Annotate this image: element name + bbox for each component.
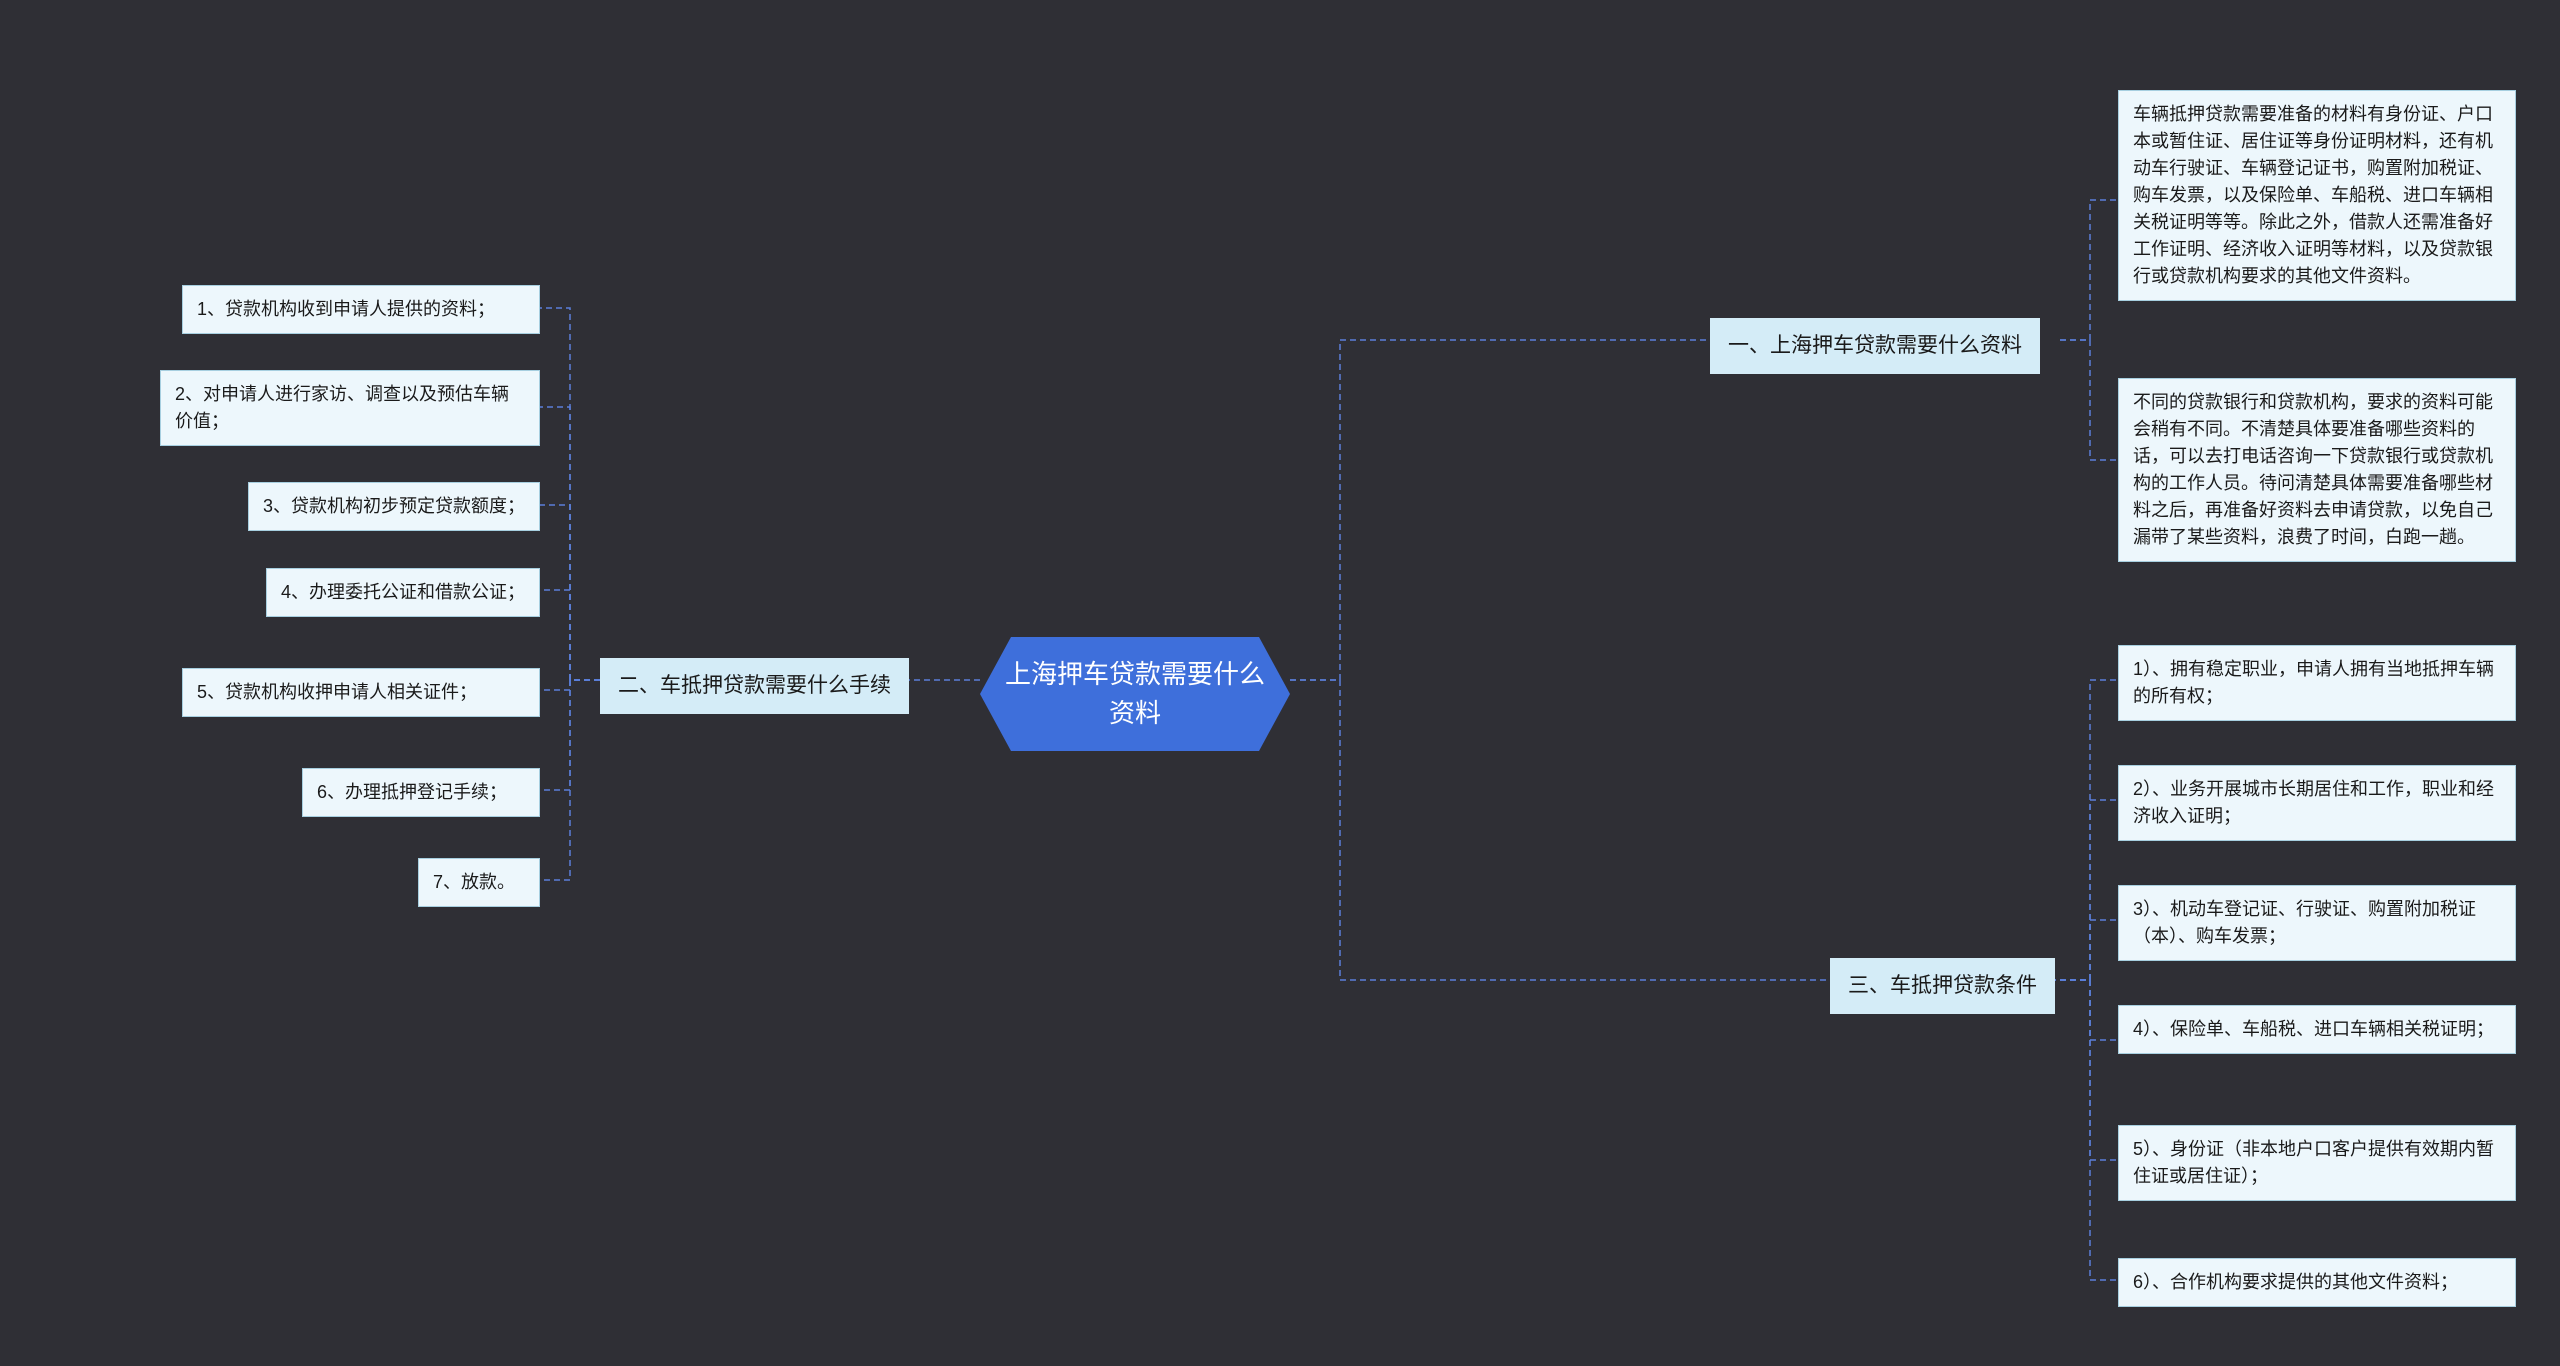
right2-leaf-1: 1）、拥有稳定职业，申请人拥有当地抵押车辆的所有权； bbox=[2118, 645, 2516, 721]
right2-leaf-6: 6）、合作机构要求提供的其他文件资料； bbox=[2118, 1258, 2516, 1307]
left-branch-title: 二、车抵押贷款需要什么手续 bbox=[600, 658, 909, 714]
left-leaf-6: 6、办理抵押登记手续； bbox=[302, 768, 540, 817]
central-text: 上海押车贷款需要什么资料 bbox=[1005, 659, 1265, 728]
left-leaf-4: 4、办理委托公证和借款公证； bbox=[266, 568, 540, 617]
right2-leaf-2: 2）、业务开展城市长期居住和工作，职业和经济收入证明； bbox=[2118, 765, 2516, 841]
right2-leaf-3: 3）、机动车登记证、行驶证、购置附加税证（本）、购车发票； bbox=[2118, 885, 2516, 961]
left-leaf-3: 3、贷款机构初步预定贷款额度； bbox=[248, 482, 540, 531]
right-branch-2-title: 三、车抵押贷款条件 bbox=[1830, 958, 2055, 1014]
right1-leaf-1: 车辆抵押贷款需要准备的材料有身份证、户口本或暂住证、居住证等身份证明材料，还有机… bbox=[2118, 90, 2516, 301]
left-leaf-7: 7、放款。 bbox=[418, 858, 540, 907]
central-node: 上海押车贷款需要什么资料 bbox=[980, 637, 1290, 751]
right2-leaf-4: 4）、保险单、车船税、进口车辆相关税证明； bbox=[2118, 1005, 2516, 1054]
left-branch-text: 二、车抵押贷款需要什么手续 bbox=[618, 674, 891, 697]
right1-leaf-2: 不同的贷款银行和贷款机构，要求的资料可能会稍有不同。不清楚具体要准备哪些资料的话… bbox=[2118, 378, 2516, 562]
right-branch-1-title: 一、上海押车贷款需要什么资料 bbox=[1710, 318, 2040, 374]
left-leaf-5: 5、贷款机构收押申请人相关证件； bbox=[182, 668, 540, 717]
right2-leaf-5: 5）、身份证（非本地户口客户提供有效期内暂住证或居住证）； bbox=[2118, 1125, 2516, 1201]
left-leaf-2: 2、对申请人进行家访、调查以及预估车辆价值； bbox=[160, 370, 540, 446]
left-leaf-1: 1、贷款机构收到申请人提供的资料； bbox=[182, 285, 540, 334]
